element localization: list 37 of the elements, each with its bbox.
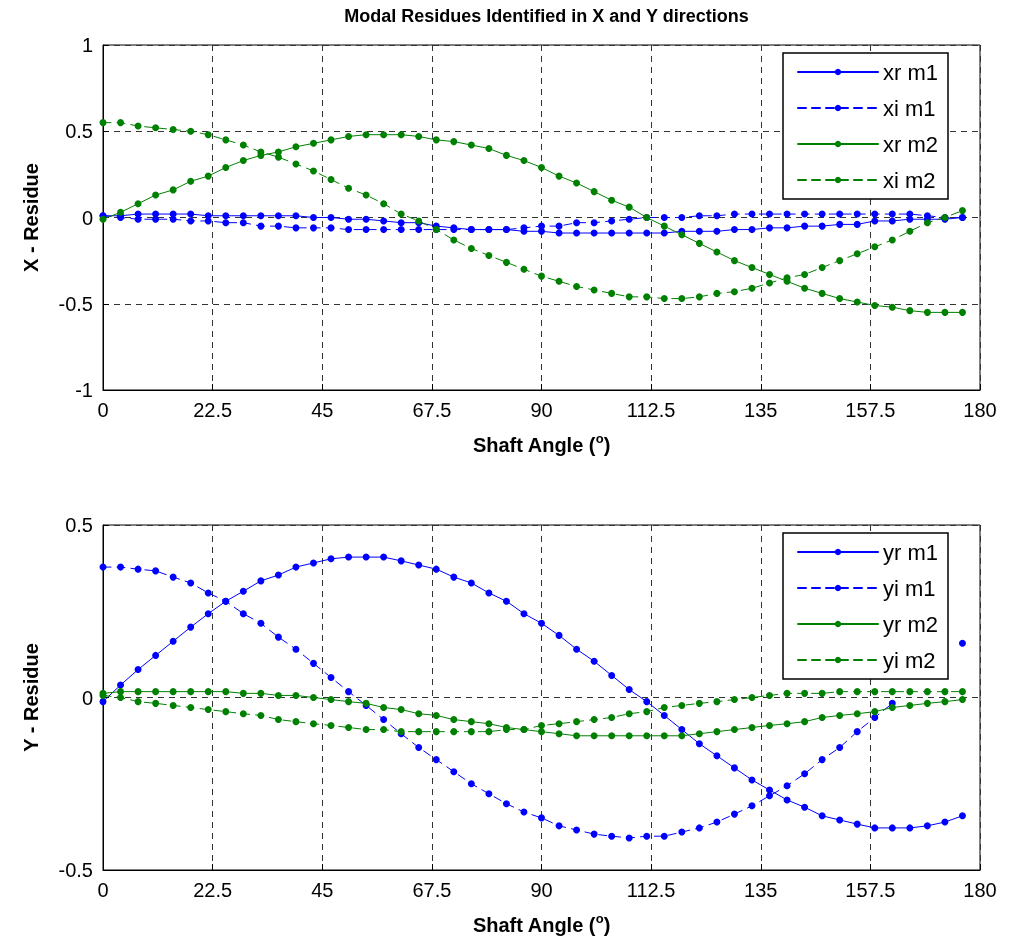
legend-label: yr m2	[883, 611, 938, 637]
x-tick-label: 157.5	[845, 879, 896, 901]
chart-title: Modal Residues Identified in X and Y directions	[344, 6, 749, 26]
x-tick-label: 45	[311, 399, 334, 421]
legend-label: yi m1	[883, 575, 936, 601]
legend-label: xr m1	[883, 59, 938, 85]
legend-label: xr m2	[883, 131, 938, 157]
x-tick-label: 45	[311, 879, 334, 901]
y-tick-label: 1	[81, 34, 93, 56]
x-tick-label: 112.5	[626, 879, 676, 901]
y-tick-label: 0.5	[65, 120, 93, 143]
x-tick-label: 90	[530, 879, 553, 901]
x-tick-label: 0	[97, 399, 109, 421]
y-axis-title: Y - Residue	[20, 643, 42, 752]
y-tick-label: 0	[81, 686, 93, 709]
y-tick-label: 0	[81, 206, 93, 229]
x-tick-label: 90	[530, 399, 553, 421]
x-tick-label: 135	[744, 399, 778, 421]
legend-label: xi m2	[883, 167, 936, 193]
y-axis-title: X - Residue	[20, 163, 42, 272]
legend-label: yr m1	[883, 539, 938, 565]
x-tick-label: 180	[963, 399, 997, 421]
x-tick-label: 22.5	[193, 399, 233, 421]
x-tick-label: 180	[963, 879, 997, 901]
x-tick-label: 67.5	[412, 399, 452, 421]
legend-label: yi m2	[883, 647, 936, 673]
x-tick-label: 135	[744, 879, 778, 901]
legend-label: xi m1	[883, 95, 936, 121]
y-tick-label: -0.5	[58, 292, 93, 315]
y-tick-label: -0.5	[58, 859, 93, 881]
y-tick-label: -1	[75, 379, 93, 401]
y-tick-label: 0.5	[65, 514, 93, 536]
x-tick-label: 22.5	[193, 879, 233, 901]
x-tick-label: 112.5	[626, 399, 676, 421]
x-tick-label: 157.5	[845, 399, 896, 421]
x-tick-label: 67.5	[412, 879, 452, 901]
x-tick-label: 0	[97, 879, 109, 901]
